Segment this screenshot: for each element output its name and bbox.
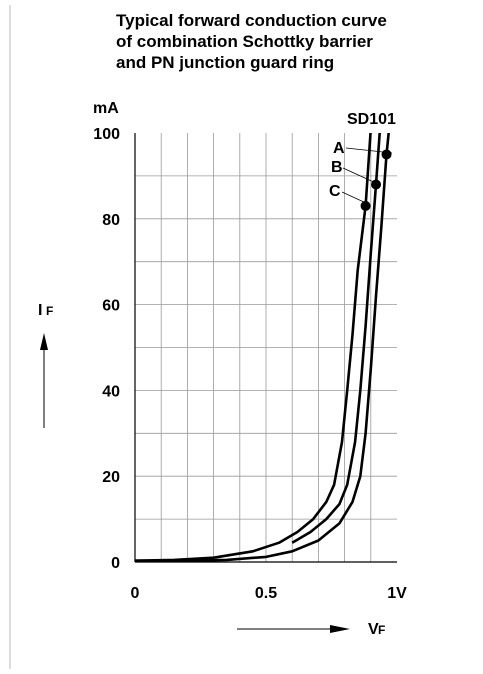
y-tick-label: 20	[102, 469, 120, 486]
series-group: ABC	[134, 133, 393, 562]
series-leader-c	[341, 191, 367, 204]
tick-labels: 0 20 40 60 80 100 0 0.5 1V	[93, 126, 407, 602]
chart-title: Typical forward conduction curve of comb…	[116, 10, 476, 73]
y-arrow-head	[40, 333, 48, 350]
x-tick-label: 1V	[387, 585, 407, 602]
series-line-a	[135, 133, 390, 562]
y-label-main: I	[38, 302, 42, 319]
x-label-sub: F	[378, 623, 385, 637]
x-axis-label: V F	[237, 621, 385, 638]
title-line-3: and PN junction guard ring	[116, 53, 335, 72]
y-axis-label: I F	[38, 302, 53, 428]
series-leader-b	[342, 167, 379, 185]
y-label-sub: F	[46, 304, 53, 318]
series-label-b: B	[331, 159, 343, 176]
y-tick-label: 60	[102, 298, 120, 315]
series-marker-c	[360, 200, 371, 211]
title-line-1: Typical forward conduction curve	[116, 11, 387, 30]
device-label: SD101	[347, 111, 396, 128]
y-tick-label: 40	[102, 383, 120, 400]
grid	[135, 133, 397, 562]
title-line-2: of combination Schottky barrier	[116, 32, 373, 51]
series-line-b	[291, 133, 381, 544]
x-arrow-head	[330, 625, 350, 633]
series-marker-b	[371, 179, 382, 190]
x-label-main: V	[368, 621, 379, 638]
x-tick-label: 0.5	[255, 585, 277, 602]
series-line-c	[134, 133, 372, 562]
y-tick-label: 0	[111, 555, 120, 572]
x-tick-label: 0	[131, 585, 140, 602]
series-label-a: A	[333, 140, 345, 157]
series-label-c: C	[329, 183, 341, 200]
y-tick-label: 80	[102, 212, 120, 229]
y-unit-label: mA	[93, 100, 119, 117]
series-marker-a	[381, 149, 392, 160]
y-tick-label: 100	[93, 126, 120, 143]
